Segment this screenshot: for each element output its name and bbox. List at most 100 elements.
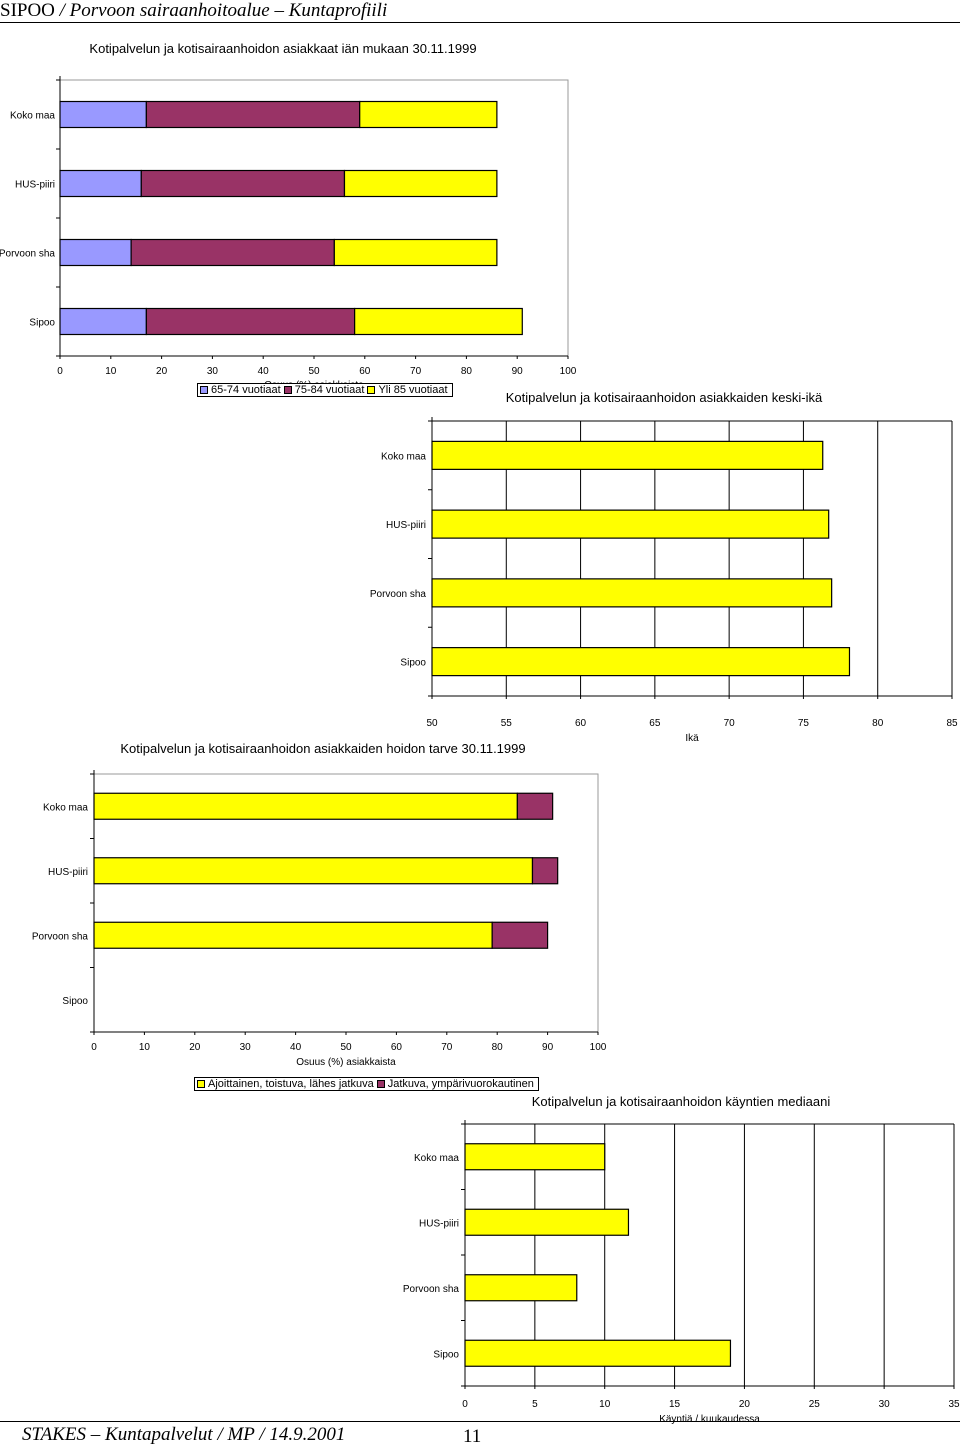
median-visits-x-axis-label: Käyntiä / kuukaudessa — [659, 1414, 760, 1425]
legend-label-75-84: 75-84 vuotiaat — [294, 384, 365, 396]
age-x-tick-label-70: 70 — [410, 366, 422, 377]
age-bar-sipoo-s2 — [354, 307, 523, 336]
age-bar-sipoo-s1 — [145, 307, 356, 336]
care-need-x-tick-label-20: 20 — [189, 1042, 201, 1053]
legend-swatch-continuous — [376, 1080, 385, 1088]
care-need-x-tick-label-100: 100 — [590, 1042, 607, 1053]
legend-item-65-74: 65-74 vuotiaat — [200, 384, 281, 396]
legend-swatch-85plus — [367, 386, 376, 394]
mean-age-title: Kotipalvelun ja kotisairaanhoidon asiakk… — [506, 390, 823, 405]
mean-age-x-tick-label-70: 70 — [724, 718, 736, 729]
legend-item-continuous: Jatkuva, ympärivuorokautinen — [376, 1078, 534, 1090]
age-x-tick-label-10: 10 — [105, 366, 117, 377]
care-need-category-label-porvoon-sha: Porvoon sha — [32, 931, 89, 942]
mean-age-bar-koko-maa-s0 — [431, 440, 824, 470]
median-visits-x-tick-label-35: 35 — [948, 1399, 960, 1410]
care-need-category-label-hus-piiri: HUS-piiri — [48, 867, 88, 878]
median-visits-x-tick-label-15: 15 — [669, 1399, 681, 1410]
median-visits-x-tick-label-30: 30 — [879, 1399, 891, 1410]
age-x-tick-label-100: 100 — [560, 366, 577, 377]
footer-rule — [0, 1421, 960, 1422]
age-bar-koko-maa-s1 — [145, 100, 361, 129]
mean-age-x-tick-label-85: 85 — [946, 718, 958, 729]
mean-age-x-axis-label: Ikä — [685, 733, 699, 744]
age-category-label-sipoo: Sipoo — [29, 318, 55, 329]
care-legend: Ajoittainen, toistuva, lähes jatkuva Jat… — [194, 1077, 539, 1091]
care-need-title: Kotipalvelun ja kotisairaanhoidon asiakk… — [120, 741, 525, 756]
median-visits-x-tick-label-0: 0 — [462, 1399, 468, 1410]
mean-age-category-label-sipoo: Sipoo — [400, 658, 426, 669]
age-bar-hus-piiri-s0 — [59, 169, 142, 198]
mean-age-bar-hus-piiri-s0 — [431, 509, 830, 539]
legend-item-occasional: Ajoittainen, toistuva, lähes jatkuva — [197, 1078, 374, 1090]
age-category-label-porvoon-sha: Porvoon sha — [0, 249, 55, 260]
age-bar-koko-maa-s2 — [359, 100, 498, 129]
age-bar-porvoon-sha-s2 — [333, 238, 498, 267]
legend-swatch-65-74 — [200, 386, 208, 394]
care-need-x-tick-label-0: 0 — [91, 1042, 97, 1053]
age-title: Kotipalvelun ja kotisairaanhoidon asiakk… — [89, 41, 476, 56]
mean-age-x-tick-label-65: 65 — [649, 718, 661, 729]
care-need-x-axis-label: Osuus (%) asiakkaista — [296, 1057, 396, 1068]
care-need-bar-koko-maa-s1 — [516, 792, 554, 820]
median-visits-bar-koko-maa-s0 — [464, 1143, 606, 1171]
care-need-x-tick-label-40: 40 — [290, 1042, 302, 1053]
mean-age-x-tick-label-50: 50 — [426, 718, 438, 729]
header-org: SIPOO — [0, 0, 55, 21]
age-bar-porvoon-sha-s1 — [130, 238, 335, 267]
age-x-tick-label-40: 40 — [258, 366, 270, 377]
care-need-x-tick-label-80: 80 — [492, 1042, 504, 1053]
care-need-x-tick-label-50: 50 — [340, 1042, 352, 1053]
care-need-bar-hus-piiri-s1 — [531, 857, 559, 885]
mean-age-bar-porvoon-sha-s0 — [431, 578, 833, 608]
legend-label-65-74: 65-74 vuotiaat — [211, 384, 281, 396]
age-x-tick-label-90: 90 — [512, 366, 524, 377]
legend-label-continuous: Jatkuva, ympärivuorokautinen — [387, 1078, 534, 1090]
mean-age-chart: Kotipalvelun ja kotisairaanhoidon asiakk… — [370, 390, 958, 744]
legend-swatch-75-84 — [283, 386, 292, 394]
age-x-tick-label-30: 30 — [207, 366, 219, 377]
median-visits-category-label-sipoo: Sipoo — [433, 1349, 459, 1360]
age-x-tick-label-80: 80 — [461, 366, 473, 377]
footer-text: STAKES – Kuntapalvelut / MP / 14.9.2001 — [22, 1424, 346, 1445]
age-x-tick-label-20: 20 — [156, 366, 168, 377]
median-visits-chart: Kotipalvelun ja kotisairaanhoidon käynti… — [403, 1094, 960, 1425]
median-visits-bar-porvoon-sha-s0 — [464, 1274, 578, 1302]
age-bar-hus-piiri-s1 — [140, 169, 346, 198]
mean-age-x-tick-label-60: 60 — [575, 718, 587, 729]
age-category-label-koko-maa: Koko maa — [10, 111, 55, 122]
median-visits-category-label-koko-maa: Koko maa — [414, 1153, 459, 1164]
age-x-tick-label-50: 50 — [308, 366, 320, 377]
age-bar-koko-maa-s0 — [59, 100, 147, 129]
mean-age-x-tick-label-55: 55 — [501, 718, 513, 729]
care-need-category-label-sipoo: Sipoo — [62, 996, 88, 1007]
median-visits-category-label-porvoon-sha: Porvoon sha — [403, 1284, 460, 1295]
care-need-bar-koko-maa-s0 — [93, 792, 518, 820]
median-visits-bar-sipoo-s0 — [464, 1339, 732, 1367]
care-need-x-tick-label-90: 90 — [542, 1042, 554, 1053]
mean-age-category-label-hus-piiri: HUS-piiri — [386, 520, 426, 531]
median-visits-title: Kotipalvelun ja kotisairaanhoidon käynti… — [532, 1094, 831, 1109]
mean-age-category-label-porvoon-sha: Porvoon sha — [370, 589, 427, 600]
mean-age-category-label-koko-maa: Koko maa — [381, 451, 426, 462]
median-visits-x-tick-label-25: 25 — [809, 1399, 821, 1410]
legend-item-85plus: Yli 85 vuotiaat — [367, 384, 448, 396]
mean-age-x-tick-label-75: 75 — [798, 718, 810, 729]
legend-label-85plus: Yli 85 vuotiaat — [378, 384, 448, 396]
age-bar-sipoo-s0 — [59, 307, 147, 336]
age-legend: 65-74 vuotiaat 75-84 vuotiaat Yli 85 vuo… — [197, 383, 453, 397]
median-visits-x-tick-label-10: 10 — [599, 1399, 611, 1410]
page-header: SIPOO / Porvoon sairaanhoitoalue – Kunta… — [0, 0, 387, 22]
age-x-tick-label-60: 60 — [359, 366, 371, 377]
header-rule — [0, 22, 960, 23]
care-need-category-label-koko-maa: Koko maa — [43, 802, 88, 813]
age-distribution-chart: Kotipalvelun ja kotisairaanhoidon asiakk… — [0, 41, 577, 391]
header-subtitle: / Porvoon sairaanhoitoalue – Kuntaprofii… — [54, 0, 388, 21]
median-visits-x-tick-label-20: 20 — [739, 1399, 751, 1410]
care-need-x-tick-label-30: 30 — [240, 1042, 252, 1053]
age-bar-hus-piiri-s2 — [343, 169, 498, 198]
mean-age-x-tick-label-80: 80 — [872, 718, 884, 729]
care-need-x-tick-label-70: 70 — [441, 1042, 453, 1053]
age-x-tick-label-0: 0 — [57, 366, 63, 377]
care-need-x-tick-label-10: 10 — [139, 1042, 151, 1053]
